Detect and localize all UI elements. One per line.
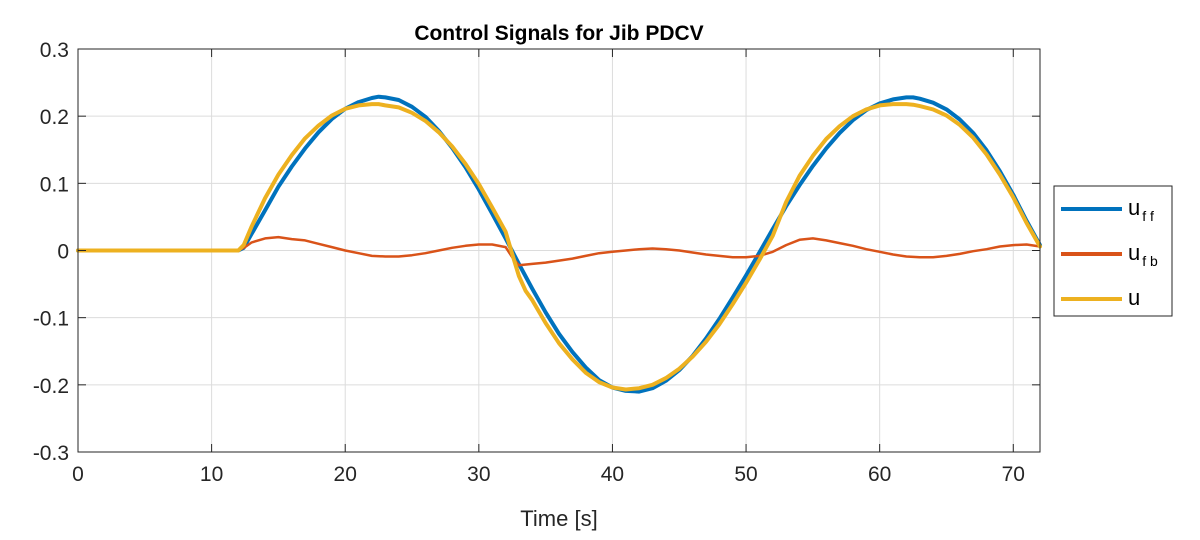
tick-layer: 0 10 20 30 40 50 60 70 -0.3 -0.2 -0.1 0 0.1 0.2 0.3 (33, 39, 1040, 486)
y-tick-label: 0 (57, 241, 69, 264)
x-tick-label: 20 (334, 463, 357, 486)
x-tick-label: 70 (1002, 463, 1025, 486)
legend-label-main: u (1128, 195, 1140, 220)
series-layer (76, 94, 1042, 394)
legend-label-main: u (1128, 240, 1140, 265)
x-axis-label: Time [s] (520, 506, 597, 531)
chart-title: Control Signals for Jib PDCV (414, 22, 703, 45)
y-tick-label: 0.1 (40, 173, 69, 196)
series-line-u-ff (76, 94, 1042, 394)
y-tick-label: 0.3 (40, 39, 69, 62)
x-tick-label: 10 (200, 463, 223, 486)
y-tick-label: 0.2 (40, 106, 69, 129)
x-tick-label: 30 (467, 463, 490, 486)
series-line-u-fb (76, 235, 1042, 267)
y-tick-label: -0.3 (33, 442, 69, 465)
series-line-u (76, 102, 1042, 392)
legend-label-subscript: f b (1142, 253, 1158, 269)
legend-label-u: u (1128, 285, 1140, 310)
legend-label-subscript: f f (1142, 208, 1154, 224)
y-tick-label: -0.1 (33, 308, 69, 331)
x-tick-label: 50 (734, 463, 757, 486)
x-tick-label: 40 (601, 463, 624, 486)
legend-label-main: u (1128, 285, 1140, 310)
x-tick-label: 60 (868, 463, 891, 486)
y-tick-label: -0.2 (33, 375, 69, 398)
x-tick-label: 0 (72, 463, 84, 486)
legend-box (1053, 185, 1173, 317)
